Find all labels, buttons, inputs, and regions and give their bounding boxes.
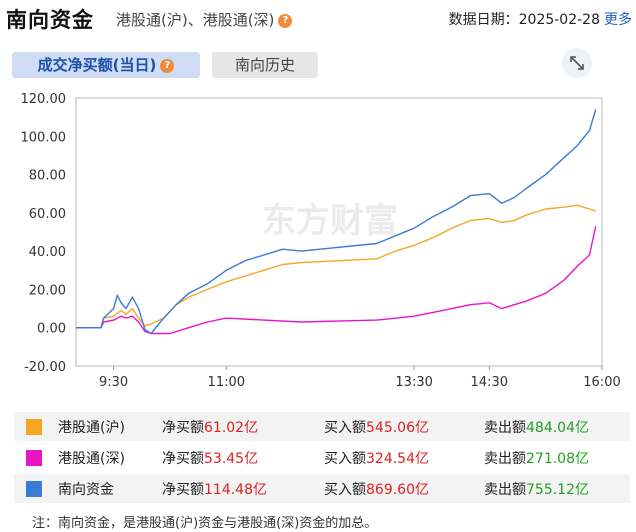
- y-tick-label: 20.00: [29, 283, 66, 298]
- buy-value: 324.54亿: [366, 451, 429, 467]
- y-tick-label: 100.00: [21, 130, 67, 145]
- footnote: 注：南向资金，是港股通(沪)资金与港股通(深)资金的加总。: [32, 516, 378, 531]
- legend-swatch-total: [26, 481, 42, 497]
- net-buy-label: 净买额: [162, 482, 204, 498]
- legend-name: 港股通(沪): [58, 420, 125, 436]
- buy-label: 买入额: [324, 482, 366, 498]
- tab-help-icon[interactable]: ?: [160, 59, 175, 73]
- buy-cell: 买入额869.60亿: [324, 479, 429, 499]
- subtitle-text: 港股通(沪)、港股通(深): [116, 11, 275, 29]
- sell-cell: 卖出额271.08亿: [484, 448, 589, 468]
- legend-row-total: 南向资金 净买额114.48亿 买入额869.60亿 卖出额755.12亿: [14, 474, 630, 503]
- more-link[interactable]: 更多: [604, 12, 632, 28]
- series-line-1: [76, 226, 597, 335]
- expand-button[interactable]: [562, 48, 592, 78]
- expand-icon: [570, 56, 584, 70]
- y-tick-label: -20.00: [24, 360, 66, 375]
- net-buy-value: 114.48亿: [204, 482, 267, 498]
- legend-swatch-sh: [26, 419, 42, 435]
- legend-row-sh: 港股通(沪) 净买额61.02亿 买入额545.06亿 卖出额484.04亿: [14, 412, 630, 441]
- data-date: 数据日期：2025-02-28: [448, 12, 600, 28]
- x-tick-label: 9:30: [99, 375, 128, 390]
- sell-value: 484.04亿: [526, 420, 589, 436]
- buy-label: 买入额: [324, 451, 366, 467]
- y-tick-label: 40.00: [29, 245, 66, 260]
- net-buy-cell: 净买额61.02亿: [162, 417, 258, 437]
- watermark: 东方财富: [262, 201, 398, 241]
- x-tick-label: 16:00: [583, 375, 620, 390]
- legend-row-sz: 港股通(深) 净买额53.45亿 买入额324.54亿 卖出额271.08亿: [14, 443, 630, 472]
- tab-net-buy-today[interactable]: 成交净买额(当日)?: [12, 52, 200, 78]
- legend-name: 南向资金: [58, 482, 114, 498]
- series-line-2: [76, 109, 597, 335]
- net-buy-label: 净买额: [162, 420, 204, 436]
- plot-area: [75, 97, 603, 367]
- y-tick-label: 80.00: [29, 169, 66, 184]
- net-buy-label: 净买额: [162, 451, 204, 467]
- sell-value: 271.08亿: [526, 451, 589, 467]
- sell-cell: 卖出额755.12亿: [484, 479, 589, 499]
- net-buy-cell: 净买额53.45亿: [162, 448, 258, 468]
- buy-value: 869.60亿: [366, 482, 429, 498]
- buy-cell: 买入额324.54亿: [324, 448, 429, 468]
- sell-cell: 卖出额484.04亿: [484, 417, 589, 437]
- x-tick-label: 14:30: [471, 375, 508, 390]
- page-title: 南向资金: [6, 8, 94, 32]
- net-buy-value: 53.45亿: [204, 451, 259, 467]
- southbound-flow-chart: 东方财富 120.00 100.00 80.00 60.00 40.00 20.00 0.0…: [21, 92, 621, 390]
- legend-table: 港股通(沪) 净买额61.02亿 买入额545.06亿 卖出额484.04亿 港…: [14, 412, 630, 504]
- tab-southbound-history-label: 南向历史: [234, 56, 295, 74]
- sell-value: 755.12亿: [526, 482, 589, 498]
- series-line-0: [76, 204, 596, 329]
- y-tick-label: 120.00: [21, 92, 67, 107]
- legend-swatch-sz: [26, 450, 42, 466]
- header: 南向资金 港股通(沪)、港股通(深)? 数据日期：2025-02-28 更多: [0, 0, 636, 36]
- net-buy-value: 61.02亿: [204, 420, 259, 436]
- sell-label: 卖出额: [484, 451, 526, 467]
- x-tick-label: 11:00: [208, 375, 245, 390]
- tab-net-buy-today-label: 成交净买额(当日): [37, 56, 157, 74]
- page-subtitle: 港股通(沪)、港股通(深)?: [116, 9, 293, 30]
- buy-label: 买入额: [324, 420, 366, 436]
- x-tick-label: 13:30: [395, 375, 432, 390]
- legend-name: 港股通(深): [58, 451, 125, 467]
- y-tick-label: 0.00: [37, 322, 66, 337]
- buy-value: 545.06亿: [366, 420, 429, 436]
- tab-southbound-history[interactable]: 南向历史: [212, 52, 318, 78]
- help-icon[interactable]: ?: [278, 14, 293, 28]
- sell-label: 卖出额: [484, 482, 526, 498]
- sell-label: 卖出额: [484, 420, 526, 436]
- net-buy-cell: 净买额114.48亿: [162, 479, 267, 499]
- y-tick-label: 60.00: [29, 207, 66, 222]
- buy-cell: 买入额545.06亿: [324, 417, 429, 437]
